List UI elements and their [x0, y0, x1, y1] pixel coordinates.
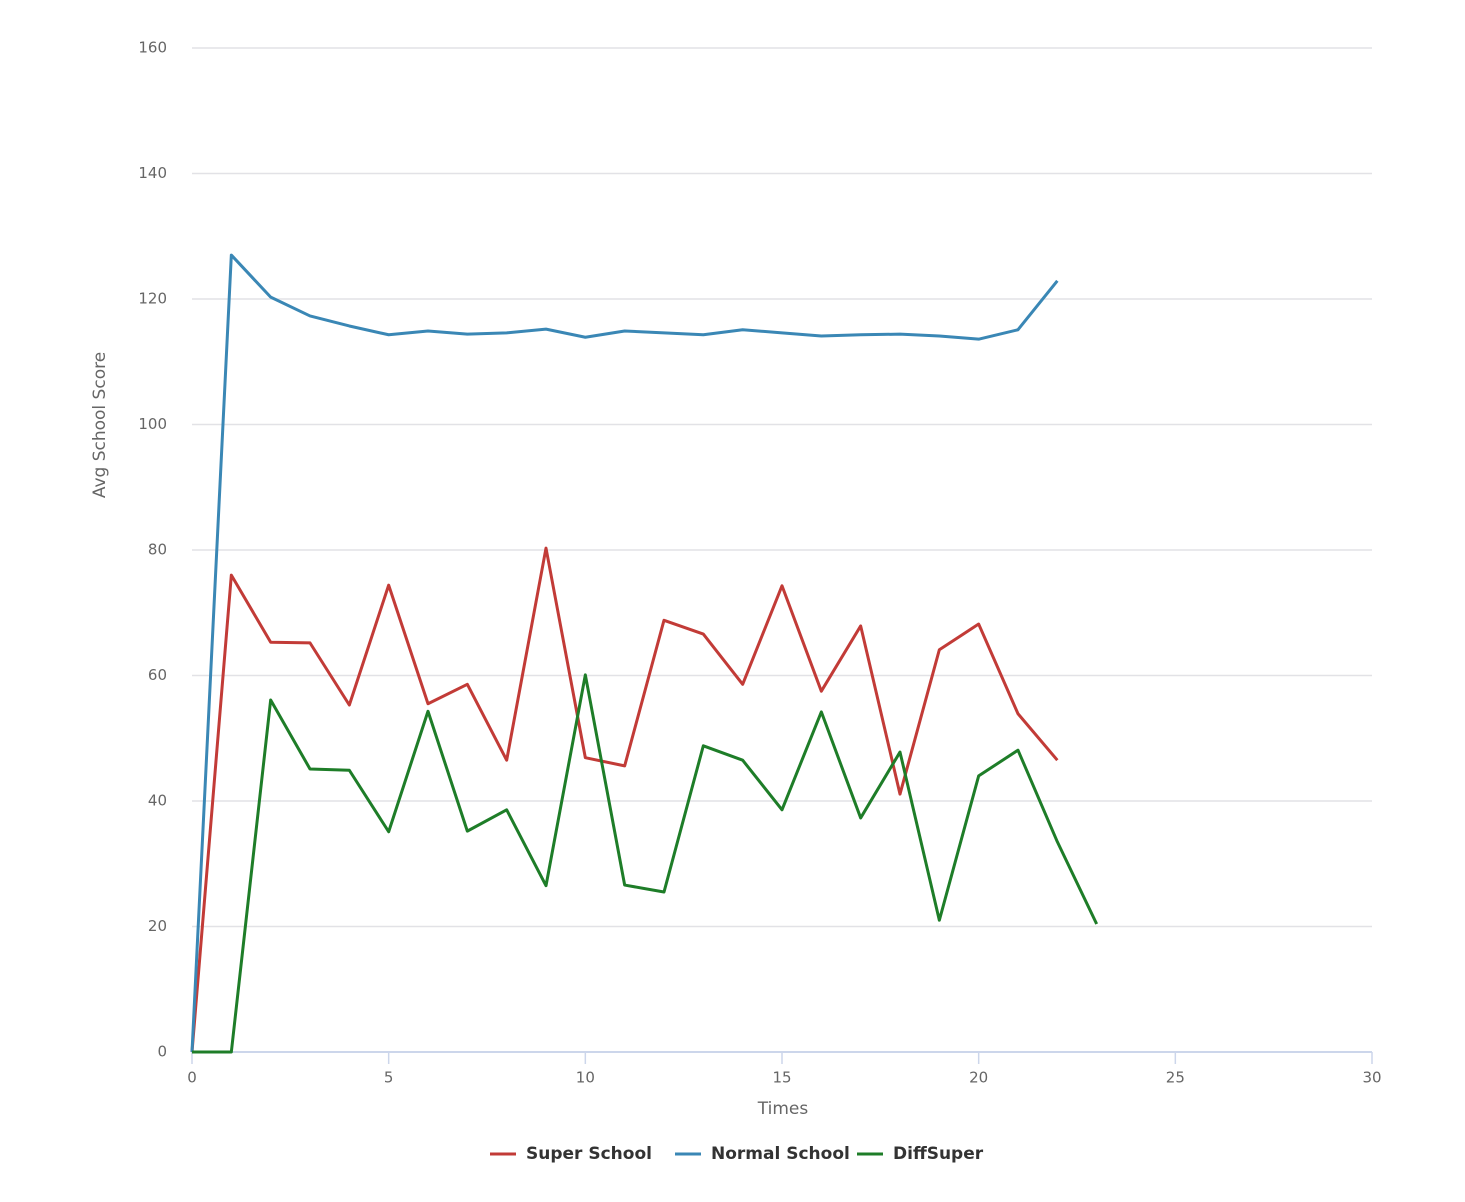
x-axis-label: Times: [757, 1099, 809, 1119]
y-tick-label: 40: [148, 792, 167, 810]
x-tick-label: 10: [576, 1069, 595, 1087]
series-line: [192, 673, 1099, 1054]
x-tick-label: 25: [1166, 1069, 1185, 1087]
y-tick-label: 60: [148, 666, 167, 684]
x-tick-label: 5: [384, 1069, 394, 1087]
x-tick-label: 0: [187, 1069, 197, 1087]
x-tick-label: 20: [969, 1069, 988, 1087]
y-tick-label: 0: [157, 1043, 167, 1061]
legend-label: Normal School: [711, 1144, 850, 1164]
x-tick-label: 30: [1362, 1069, 1381, 1087]
y-tick-label: 160: [138, 39, 167, 57]
y-tick-label: 20: [148, 917, 167, 935]
legend-label: Super School: [526, 1144, 652, 1164]
series-line: [190, 546, 1059, 1053]
y-tick-label: 120: [138, 290, 167, 308]
y-tick-label: 100: [138, 415, 167, 433]
x-tick-label: 15: [772, 1069, 791, 1087]
y-axis-label: Avg School Score: [90, 352, 110, 498]
y-tick-label: 80: [148, 541, 167, 559]
y-tick-label: 140: [138, 164, 167, 182]
legend-label: DiffSuper: [893, 1144, 984, 1164]
series-line: [190, 253, 1059, 1053]
